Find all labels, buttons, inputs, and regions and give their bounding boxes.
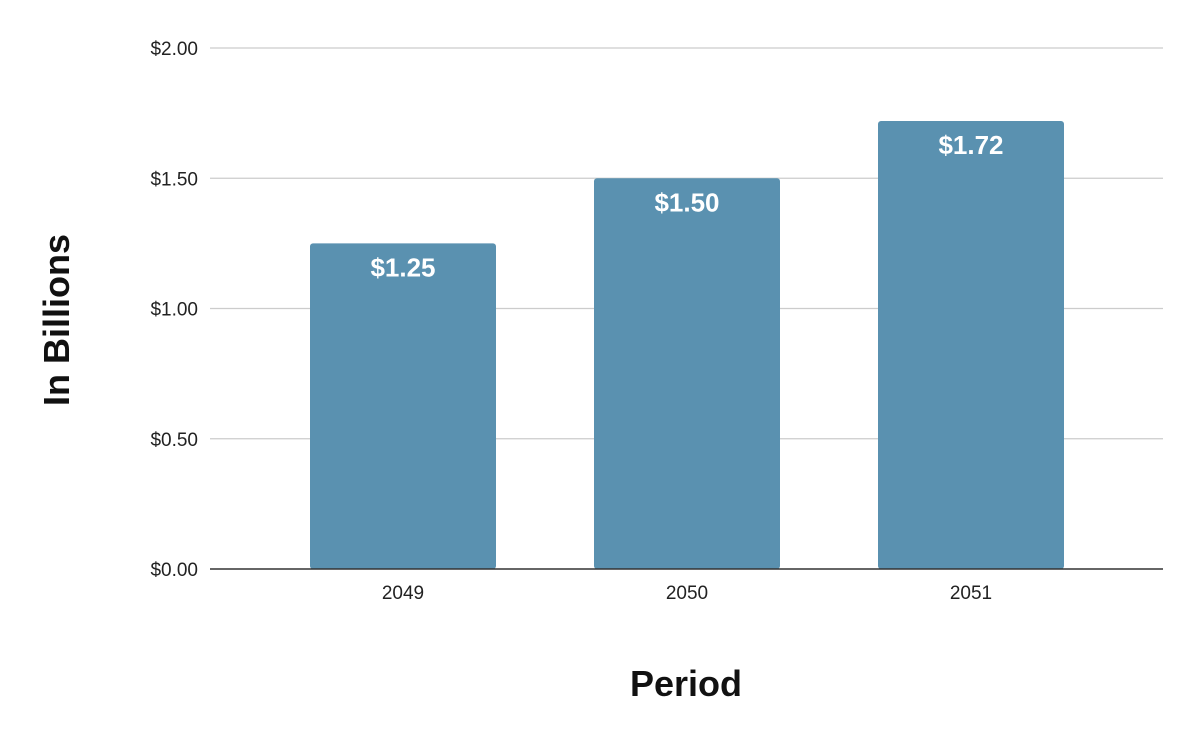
x-tick-label: 2050	[666, 583, 708, 604]
bar	[310, 243, 496, 569]
data-labels: $1.25 $1.50 $1.72	[370, 130, 1003, 282]
y-axis-tick-labels: $0.00 $0.50 $1.00 $1.50 $2.00	[150, 39, 198, 581]
bars	[310, 120, 1064, 569]
y-tick-label: $0.00	[150, 560, 198, 581]
bar	[594, 178, 780, 569]
bar	[878, 120, 1064, 569]
y-tick-label: $2.00	[150, 39, 198, 60]
x-tick-label: 2049	[382, 583, 424, 604]
x-axis-tick-labels: 2049 2050 2051	[382, 583, 992, 604]
y-axis-title: In Billions	[36, 234, 77, 406]
data-label: $1.25	[370, 252, 435, 282]
data-label: $1.50	[654, 187, 719, 217]
x-axis-title: Period	[630, 663, 742, 704]
y-tick-label: $1.50	[150, 169, 198, 190]
y-tick-label: $0.50	[150, 430, 198, 451]
y-tick-label: $1.00	[150, 300, 198, 321]
x-tick-label: 2051	[950, 583, 992, 604]
data-label: $1.72	[938, 130, 1003, 160]
